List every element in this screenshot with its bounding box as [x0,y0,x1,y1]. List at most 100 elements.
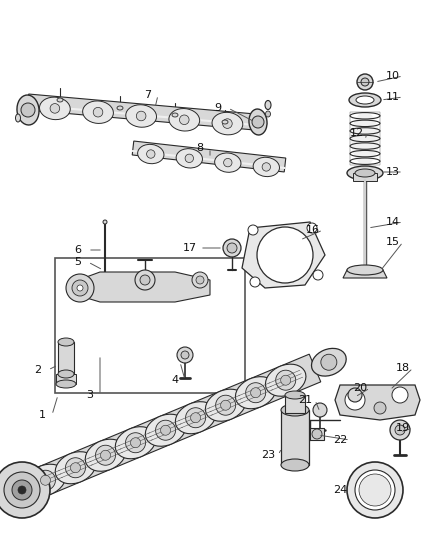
Circle shape [348,388,362,402]
Bar [58,342,74,374]
Circle shape [196,276,204,284]
Ellipse shape [351,112,379,165]
Circle shape [262,163,271,171]
Circle shape [392,387,408,403]
Ellipse shape [215,153,241,172]
Ellipse shape [58,338,74,346]
Circle shape [181,351,189,359]
Ellipse shape [265,364,306,396]
Ellipse shape [83,101,113,124]
Text: 11: 11 [386,92,400,102]
Circle shape [192,272,208,288]
Circle shape [140,275,150,285]
Circle shape [93,107,103,117]
Ellipse shape [56,380,76,388]
Circle shape [248,225,258,235]
Circle shape [65,458,85,478]
Text: 24: 24 [333,485,347,495]
Text: 21: 21 [298,395,312,405]
Ellipse shape [39,97,70,119]
Text: 16: 16 [306,225,320,235]
Ellipse shape [205,389,246,421]
Ellipse shape [175,402,216,434]
Text: 4: 4 [171,375,179,385]
Circle shape [227,243,237,253]
Circle shape [355,470,395,510]
Text: 18: 18 [396,363,410,373]
Text: 6: 6 [74,245,81,255]
Text: 20: 20 [353,383,367,393]
Circle shape [71,463,81,473]
Circle shape [40,475,50,485]
Circle shape [66,274,94,302]
Circle shape [131,438,141,448]
Circle shape [257,227,313,283]
Circle shape [136,111,146,121]
Circle shape [12,480,32,500]
Ellipse shape [281,459,309,471]
Text: 17: 17 [183,243,197,253]
Polygon shape [70,272,210,302]
Ellipse shape [169,109,200,131]
Text: 19: 19 [396,423,410,433]
Circle shape [186,408,205,427]
Circle shape [50,103,60,113]
Bar [353,173,377,181]
Ellipse shape [222,120,228,124]
Text: 13: 13 [386,167,400,177]
Ellipse shape [25,464,66,496]
Ellipse shape [236,377,276,409]
Circle shape [215,395,236,415]
Ellipse shape [117,106,123,110]
Ellipse shape [103,290,107,294]
Ellipse shape [212,112,243,135]
Ellipse shape [265,101,271,109]
Circle shape [185,154,194,163]
Circle shape [223,119,232,128]
Ellipse shape [126,105,156,127]
Ellipse shape [85,439,126,471]
Text: 10: 10 [386,71,400,81]
Polygon shape [132,141,286,172]
Polygon shape [242,222,325,288]
Circle shape [224,158,232,167]
Bar [285,395,305,413]
Circle shape [0,462,50,518]
Ellipse shape [355,169,375,177]
Circle shape [246,383,266,403]
Ellipse shape [103,220,107,224]
Text: 22: 22 [333,435,347,445]
Polygon shape [343,270,387,278]
Ellipse shape [249,109,267,135]
Circle shape [18,486,26,494]
Ellipse shape [145,414,186,446]
Ellipse shape [311,349,346,376]
Bar [281,410,309,465]
Circle shape [359,474,391,506]
Polygon shape [335,385,420,420]
Ellipse shape [176,149,202,168]
Circle shape [250,277,260,287]
Circle shape [357,74,373,90]
Circle shape [180,115,189,125]
Circle shape [100,450,110,460]
Circle shape [221,400,231,410]
Circle shape [390,420,410,440]
Ellipse shape [57,98,63,102]
Circle shape [252,116,264,128]
Circle shape [347,462,403,518]
Ellipse shape [347,166,383,180]
Ellipse shape [58,370,74,378]
Text: 12: 12 [350,128,364,138]
Circle shape [161,425,170,435]
Text: 23: 23 [261,450,275,460]
Ellipse shape [285,391,305,399]
Ellipse shape [265,111,271,117]
Circle shape [281,375,291,385]
Bar [310,428,324,440]
Circle shape [312,429,322,439]
Ellipse shape [55,451,95,484]
Polygon shape [16,354,321,504]
Bar [350,112,380,165]
Ellipse shape [172,113,178,117]
